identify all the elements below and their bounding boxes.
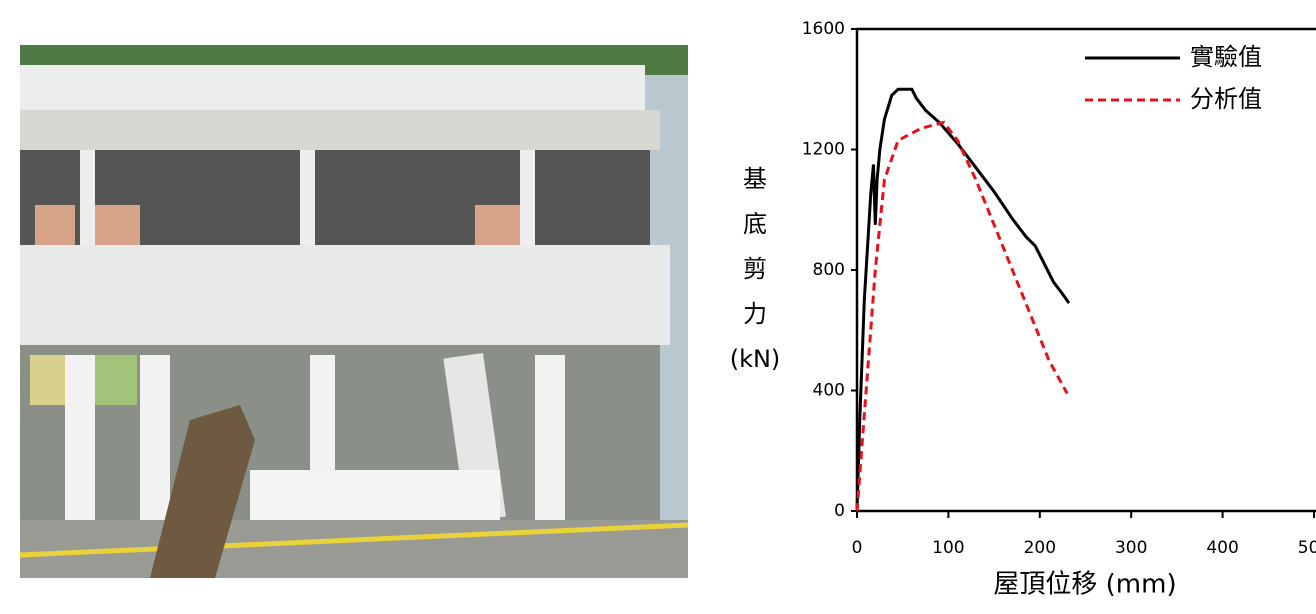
y-axis-label: (kN): [730, 345, 781, 373]
y-tick-label: 1600: [802, 19, 845, 39]
y-tick-label: 400: [813, 381, 845, 401]
y-axis-label: 底: [743, 210, 767, 238]
photo: [19, 45, 689, 578]
x-tick-label: 400: [1206, 538, 1238, 558]
y-axis-label: 剪: [743, 255, 767, 283]
y-tick-label: 800: [813, 260, 845, 280]
chart: 屋頂位移 (mm) 0 400 800 1200 1600 0 100 200 300 400 50…: [730, 19, 1316, 600]
x-axis-label: 屋頂位移 (mm): [993, 570, 1176, 600]
legend-label: 分析值: [1190, 85, 1262, 113]
x-tick-label: 0: [852, 538, 863, 558]
y-axis-label: 基: [743, 165, 767, 193]
y-tick-label: 1200: [802, 140, 845, 160]
y-axis-label: 力: [743, 300, 767, 328]
series-line: [855, 120, 1069, 512]
legend-label: 實驗值: [1190, 43, 1262, 71]
x-tick-label: 500: [1298, 538, 1316, 558]
y-tick-label: 0: [834, 501, 845, 521]
x-tick-label: 200: [1024, 538, 1056, 558]
x-tick-label: 300: [1115, 538, 1147, 558]
x-tick-label: 100: [932, 538, 964, 558]
series-line: [855, 87, 1071, 512]
